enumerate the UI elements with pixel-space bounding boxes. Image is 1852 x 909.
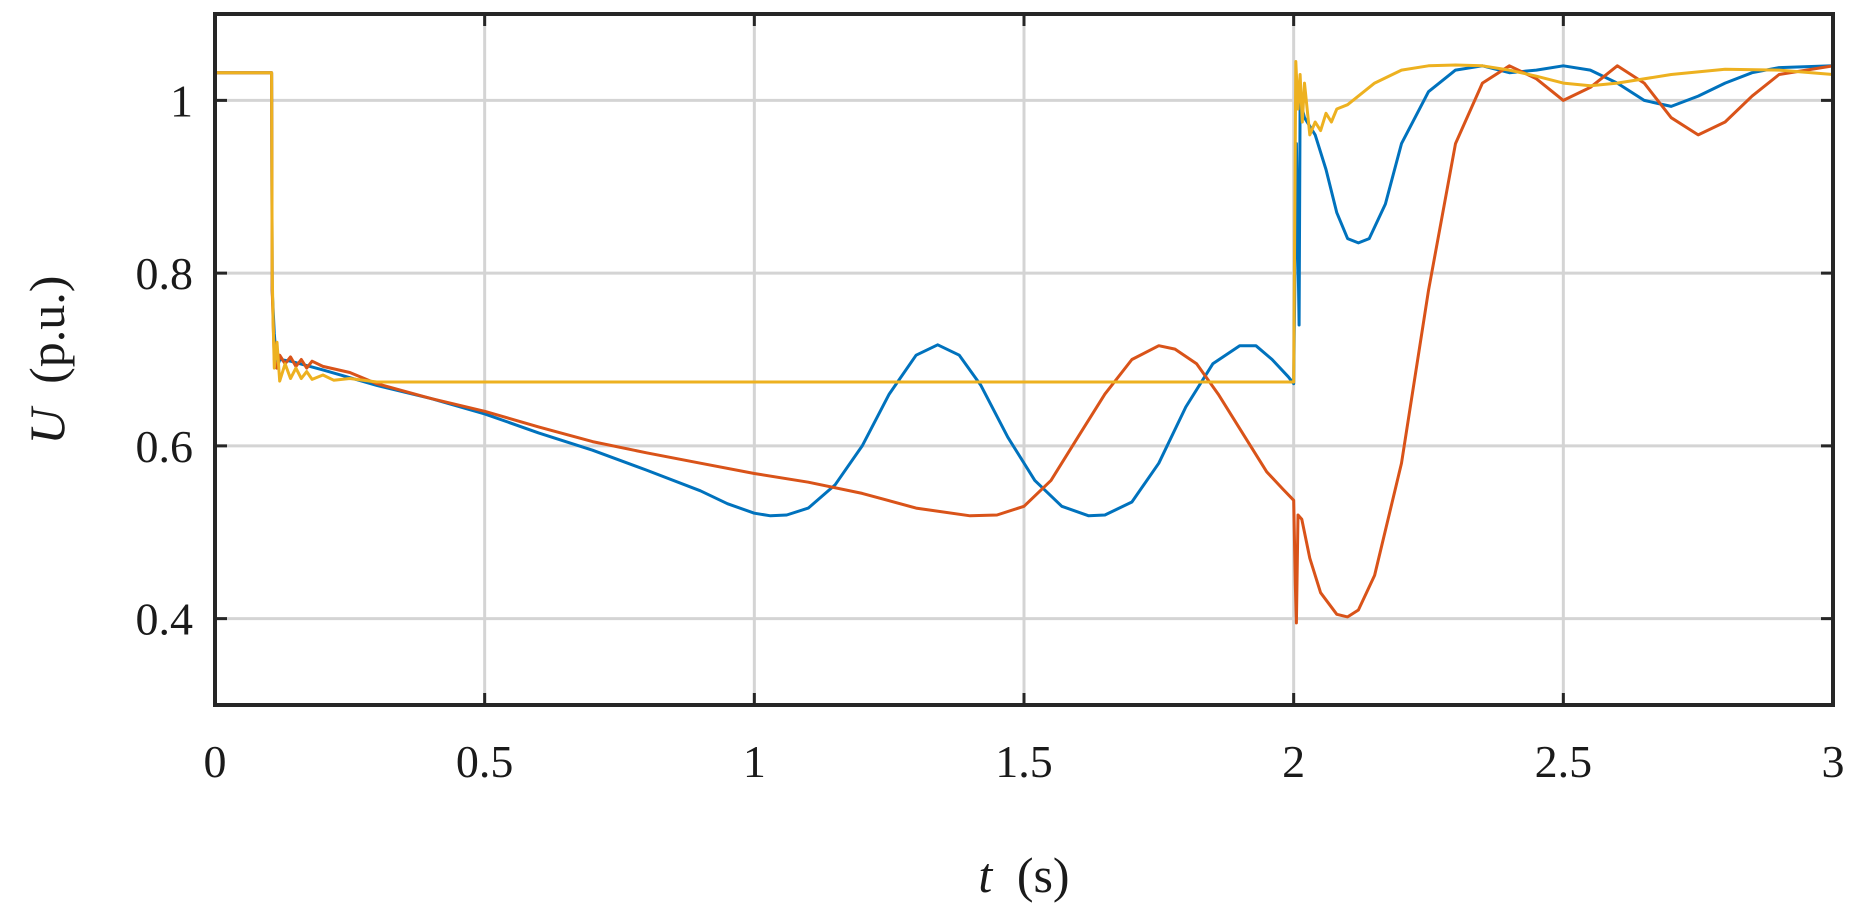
x-tick-label: 0	[204, 736, 227, 787]
y-tick-label: 1	[170, 75, 193, 126]
gridlines	[213, 14, 1835, 705]
x-tick-label: 1.5	[995, 736, 1053, 787]
y-axis-label: U (p.u.)	[19, 276, 75, 445]
tick-labels: 0 0.5 1 1.5 2 2.5 3 0.4 0.6 0.8 1	[136, 75, 1845, 787]
y-tick-label: 0.4	[136, 594, 194, 645]
x-axis-unit: (s)	[1017, 847, 1070, 903]
y-tick-label: 0.6	[136, 421, 194, 472]
x-tick-label: 2	[1282, 736, 1305, 787]
x-tick-label: 0.5	[456, 736, 514, 787]
series-line-3	[215, 60, 1833, 384]
data-series	[215, 60, 1833, 625]
x-tick-label: 1	[743, 736, 766, 787]
series-line-2	[215, 64, 1833, 625]
x-axis-symbol: t	[978, 847, 993, 903]
y-axis-unit: (p.u.)	[19, 276, 75, 384]
x-tick-label: 3	[1822, 736, 1845, 787]
series-line-1	[215, 64, 1833, 518]
axis-ticks	[213, 14, 1835, 705]
x-tick-label: 2.5	[1535, 736, 1593, 787]
y-axis-symbol: U	[19, 405, 75, 444]
y-tick-label: 0.8	[136, 248, 194, 299]
x-axis-label: t (s)	[978, 847, 1069, 903]
